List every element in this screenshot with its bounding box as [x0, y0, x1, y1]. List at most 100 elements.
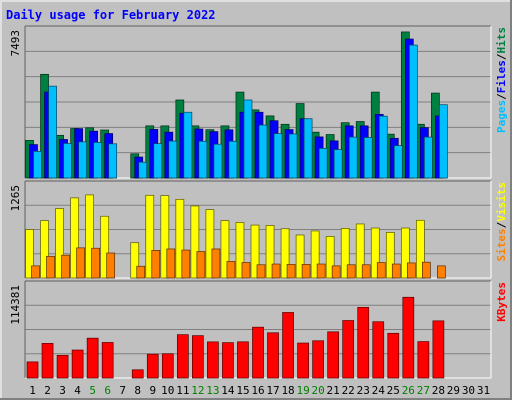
x-tick-label: 3 — [59, 384, 66, 397]
legend-item-files: Files — [495, 60, 508, 93]
bar-visits — [220, 220, 230, 279]
bar-pages — [153, 143, 163, 179]
bar-kbytes — [86, 337, 99, 379]
side-legend-visits-sites: Sites/Visits — [495, 182, 508, 262]
bar-sites — [331, 265, 341, 279]
legend-item-kbytes: KBytes — [495, 282, 508, 322]
legend-item-pages: Pages — [495, 100, 508, 133]
bar-sites — [391, 263, 401, 279]
bar-kbytes — [56, 354, 69, 379]
chart-frame-right — [510, 0, 512, 400]
bar-visits — [130, 242, 140, 279]
bar-sites — [31, 265, 40, 279]
series-visits — [25, 194, 425, 279]
bar-pages — [363, 137, 373, 179]
x-tick-label: 24 — [372, 384, 386, 397]
x-tick-label: 21 — [327, 384, 340, 397]
bar-kbytes — [237, 341, 249, 379]
x-tick-label: 9 — [149, 384, 156, 397]
bar-sites — [181, 249, 191, 279]
series-sites — [31, 247, 446, 279]
bar-visits — [205, 209, 215, 279]
bar-sites — [301, 264, 311, 279]
bar-sites — [361, 264, 371, 279]
legend-separator: / — [495, 93, 508, 100]
x-tick-label: 22 — [342, 384, 355, 397]
x-tick-label: 29 — [447, 384, 460, 397]
x-tick-label: 5 — [89, 384, 96, 397]
bar-visits — [340, 228, 350, 279]
bar-visits — [40, 220, 49, 279]
x-tick-label: 15 — [236, 384, 249, 397]
bar-visits — [265, 225, 275, 279]
bar-sites — [196, 251, 206, 279]
y-max-label-kbytes: 114381 — [9, 285, 22, 325]
x-tick-label: 6 — [104, 384, 111, 397]
x-tick-label: 17 — [266, 384, 279, 397]
x-tick-label: 12 — [191, 384, 204, 397]
bar-visits — [85, 194, 94, 279]
bar-visits — [235, 222, 245, 279]
bar-pages — [393, 145, 403, 179]
x-axis-day-labels: 1 2 3 4 5 6 7 8 9 10 11 12 13 14 15 16 17 18 19 20 21 22 23 24 2… — [29, 384, 490, 397]
bar-pages — [439, 104, 448, 179]
bar-kbytes — [101, 342, 114, 379]
bar-pages — [48, 85, 57, 179]
chart-frame-bottom — [0, 398, 512, 400]
x-tick-label: 10 — [161, 384, 174, 397]
bar-pages — [318, 148, 328, 179]
x-tick-label: 20 — [312, 384, 325, 397]
bar-pages — [198, 140, 208, 179]
bar-sites — [151, 250, 161, 279]
bar-pages — [228, 140, 238, 179]
bar-sites — [46, 255, 55, 279]
panel-kbytes — [24, 280, 492, 379]
bar-kbytes — [192, 335, 204, 379]
bar-kbytes — [267, 332, 279, 379]
x-tick-label: 30 — [462, 384, 475, 397]
bar-kbytes — [176, 334, 189, 379]
legend-separator: / — [495, 221, 508, 228]
bar-pages — [243, 99, 253, 179]
bar-pages — [378, 115, 388, 179]
bar-kbytes — [26, 361, 39, 379]
bar-visits — [175, 198, 185, 279]
bar-pages — [78, 141, 87, 179]
chart-frame-left — [0, 0, 2, 400]
bar-kbytes — [146, 353, 159, 379]
bar-sites — [406, 262, 416, 279]
bar-kbytes — [342, 320, 355, 379]
bar-sites — [241, 262, 251, 279]
bar-pages — [183, 111, 193, 179]
bar-pages — [63, 143, 72, 179]
legend-item-hits: Hits — [495, 27, 508, 54]
bar-visits — [370, 227, 380, 279]
bar-pages — [108, 143, 118, 179]
bar-kbytes — [207, 341, 219, 379]
x-tick-label: 16 — [251, 384, 264, 397]
legend-item-visits: Visits — [495, 182, 508, 222]
bar-sites — [76, 247, 85, 279]
bar-visits — [160, 195, 170, 279]
bar-pages — [408, 44, 418, 179]
bar-visits — [385, 232, 395, 279]
bar-kbytes — [417, 341, 430, 379]
bar-kbytes — [282, 312, 294, 379]
y-max-label-visits-sites: 1265 — [9, 185, 22, 212]
bar-sites — [106, 252, 116, 279]
x-tick-label: 4 — [74, 384, 81, 397]
bar-sites — [61, 254, 70, 279]
x-tick-label: 7 — [119, 384, 126, 397]
bar-sites — [346, 264, 356, 279]
bar-visits — [25, 229, 34, 279]
x-tick-label: 11 — [176, 384, 189, 397]
bar-kbytes — [327, 331, 340, 379]
bar-sites — [437, 265, 446, 279]
legend-item-sites: Sites — [495, 228, 508, 261]
bar-kbytes — [372, 321, 385, 379]
bar-sites — [136, 265, 146, 279]
bar-pages — [273, 133, 283, 179]
bar-pages — [33, 150, 42, 179]
